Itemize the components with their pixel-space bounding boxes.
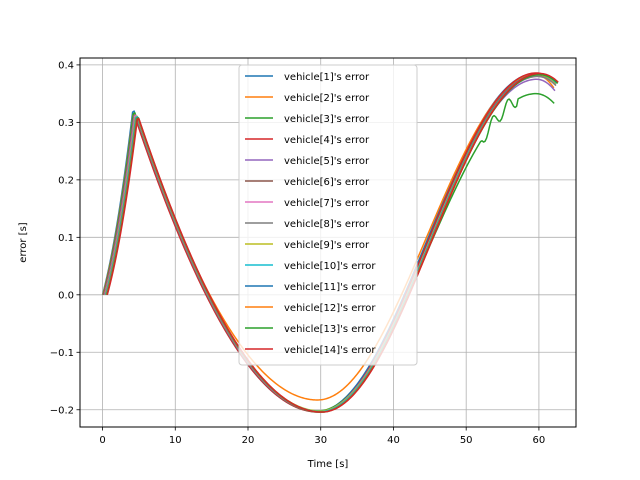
x-tick-label: 60 [533,435,546,446]
x-tick-label: 20 [242,435,255,446]
y-axis-label: error [s] [18,222,29,262]
legend-label: vehicle[11]'s error [284,282,376,293]
series-lines [101,72,559,413]
legend: vehicle[1]'s error vehicle[2]'s error vehi… [238,64,418,366]
legend-label: vehicle[3]'s error [284,114,370,125]
x-tick-label: 50 [460,435,473,446]
legend-label: vehicle[5]'s error [284,156,370,167]
legend-label: vehicle[10]'s error [284,261,376,272]
legend-label: vehicle[14]'s error [284,345,376,356]
y-tick-label: 0.0 [58,290,74,301]
plot-frame [79,57,577,428]
legend-label: vehicle[7]'s error [284,198,370,209]
axis-ticks: 0 10 20 30 40 50 60 −0.2 −0.1 0.0 0.1 0.2 0.3 0.4 [50,60,546,446]
x-tick-label: 40 [387,435,400,446]
legend-label: vehicle[12]'s error [284,303,376,314]
legend-label: vehicle[8]'s error [284,219,370,230]
legend-label: vehicle[2]'s error [284,93,370,104]
series-line-vehicle-14 [106,72,559,413]
y-tick-label: −0.2 [50,405,74,416]
legend-label: vehicle[4]'s error [284,135,370,146]
y-tick-label: 0.2 [58,175,74,186]
x-tick-label: 0 [99,435,105,446]
y-tick-label: 0.3 [58,118,74,129]
y-tick-label: 0.4 [58,60,74,71]
x-tick-label: 10 [169,435,182,446]
legend-label: vehicle[9]'s error [284,240,370,251]
y-tick-label: 0.1 [58,233,74,244]
x-axis-label: Time [s] [307,459,349,470]
legend-label: vehicle[13]'s error [284,324,376,335]
y-tick-label: −0.1 [50,348,74,359]
x-tick-label: 30 [314,435,327,446]
legend-label: vehicle[1]'s error [284,72,370,83]
legend-label: vehicle[6]'s error [284,177,370,188]
legend-box [238,64,418,366]
